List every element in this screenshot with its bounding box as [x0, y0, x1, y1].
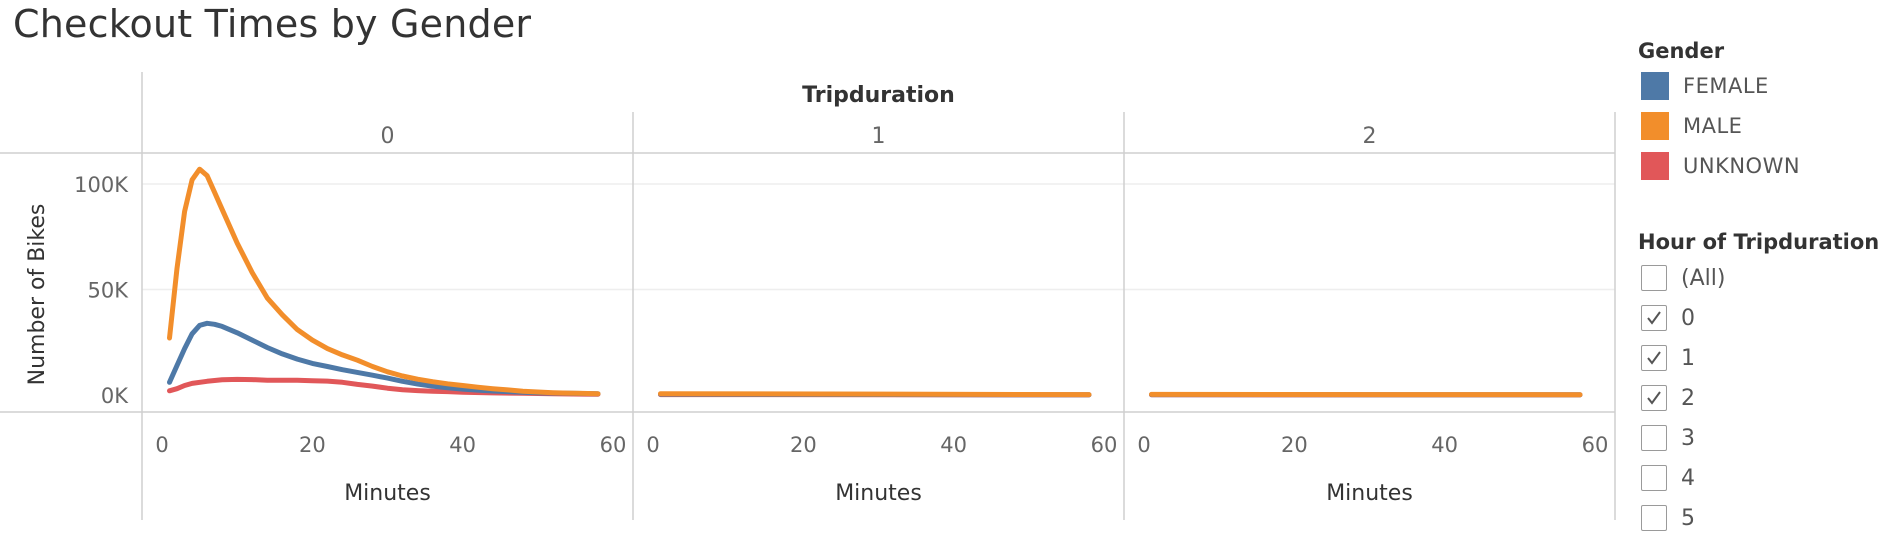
- checkbox-all[interactable]: [1641, 265, 1667, 291]
- x-axis-title-p2: Minutes: [1326, 481, 1413, 506]
- x-axis-title-p0: Minutes: [344, 481, 431, 506]
- x-tick-label-p1-2: 40: [940, 433, 967, 457]
- legend-label-unknown: UNKNOWN: [1683, 154, 1801, 178]
- panel-header-1: 1: [872, 124, 886, 149]
- x-axis-title-p1: Minutes: [835, 481, 922, 506]
- x-tick-label-p2-2: 40: [1431, 433, 1458, 457]
- x-tick-label-p1-3: 60: [1091, 433, 1118, 457]
- filter-title: Hour of Tripduration: [1638, 230, 1880, 254]
- checkbox-0[interactable]: [1641, 305, 1667, 331]
- y-tick-label-1: 50K: [88, 279, 130, 303]
- y-tick-label-2: 100K: [74, 173, 129, 197]
- filter-label-5: 5: [1681, 505, 1695, 531]
- legend-title: Gender: [1638, 39, 1725, 63]
- checkbox-3[interactable]: [1641, 425, 1667, 451]
- filter-item-0[interactable]: 0: [1638, 298, 1878, 338]
- filter-item-5[interactable]: 5: [1638, 498, 1878, 538]
- checkbox-2[interactable]: [1641, 385, 1667, 411]
- legend-item-male[interactable]: MALE: [1638, 106, 1878, 146]
- legend-item-unknown[interactable]: UNKNOWN: [1638, 146, 1878, 186]
- filter-label-all: (All): [1681, 265, 1726, 291]
- x-tick-label-p0-1: 20: [299, 433, 326, 457]
- x-tick-label-p1-1: 20: [790, 433, 817, 457]
- checkbox-4[interactable]: [1641, 465, 1667, 491]
- hour-filter: Hour of Tripduration (All) 0 1 2 3 4 5: [1638, 226, 1880, 538]
- series-line-male-p1: [658, 391, 1092, 398]
- x-tick-label-p2-0: 0: [1137, 433, 1150, 457]
- filter-item-4[interactable]: 4: [1638, 458, 1878, 498]
- chart-title: Checkout Times by Gender: [13, 2, 532, 46]
- legend-label-female: FEMALE: [1683, 74, 1769, 98]
- filter-label-3: 3: [1681, 425, 1695, 451]
- series-line-male-p0: [167, 166, 601, 397]
- series-line-female-p0: [167, 320, 601, 397]
- filter-label-1: 1: [1681, 345, 1695, 371]
- column-header-label: Tripduration: [802, 83, 955, 108]
- filter-item-2[interactable]: 2: [1638, 378, 1878, 418]
- gender-legend: Gender FEMALE MALE UNKNOWN: [1638, 36, 1878, 186]
- panel-header-0: 0: [381, 124, 395, 149]
- x-tick-label-p2-3: 60: [1582, 433, 1609, 457]
- filter-label-0: 0: [1681, 305, 1695, 331]
- legend-swatch-unknown: [1641, 152, 1669, 180]
- filter-label-2: 2: [1681, 385, 1695, 411]
- legend-item-female[interactable]: FEMALE: [1638, 66, 1878, 106]
- x-tick-label-p0-0: 0: [155, 433, 168, 457]
- checkbox-1[interactable]: [1641, 345, 1667, 371]
- filter-item-all[interactable]: (All): [1638, 258, 1878, 298]
- y-axis-title: Number of Bikes: [25, 204, 50, 386]
- checkbox-5[interactable]: [1641, 505, 1667, 531]
- legend-label-male: MALE: [1683, 114, 1743, 138]
- x-tick-label-p1-0: 0: [646, 433, 659, 457]
- x-tick-label-p0-2: 40: [449, 433, 476, 457]
- legend-swatch-female: [1641, 72, 1669, 100]
- panel-header-2: 2: [1363, 124, 1377, 149]
- y-tick-label-0: 0K: [101, 384, 129, 408]
- x-tick-label-p2-1: 20: [1281, 433, 1308, 457]
- x-tick-label-p0-3: 60: [600, 433, 627, 457]
- filter-label-4: 4: [1681, 465, 1695, 491]
- line-chart: Tripduration 0 1 2 0K 50K 100K Number of Bikes 0…: [0, 72, 1616, 520]
- legend-swatch-male: [1641, 112, 1669, 140]
- filter-item-1[interactable]: 1: [1638, 338, 1878, 378]
- filter-item-3[interactable]: 3: [1638, 418, 1878, 458]
